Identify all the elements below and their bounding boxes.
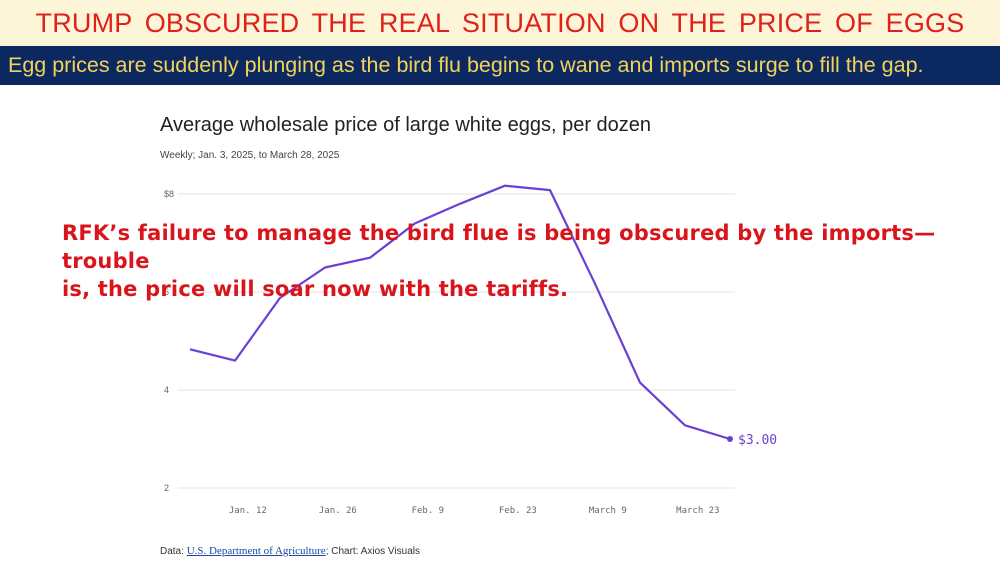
y-tick-label: 2 [164, 483, 169, 493]
data-point [546, 186, 554, 194]
x-tick-label: March 23 [676, 506, 719, 516]
y-tick-label: 4 [164, 385, 169, 395]
x-tick-label: Jan. 12 [229, 506, 267, 516]
end-value-label: $3.00 [738, 433, 777, 448]
data-point [501, 182, 509, 190]
source-prefix: Data: [160, 546, 187, 557]
source-suffix: ; Chart: Axios Visuals [325, 546, 420, 557]
subheadline-banner [0, 46, 1000, 85]
gridlines [178, 193, 735, 489]
annotation-line-1: RFK’s failure to manage the bird flue is… [62, 221, 936, 273]
y-tick-label: $8 [164, 189, 174, 199]
chart-subtitle: Weekly; Jan. 3, 2025, to March 28, 2025 [160, 150, 340, 161]
x-tick-label: March 9 [589, 506, 627, 516]
data-point [456, 200, 464, 208]
source-credit: Data: U.S. Department of Agriculture; Ch… [160, 545, 420, 557]
subheadline: Egg prices are suddenly plunging as the … [8, 53, 924, 77]
y-tick-label: 6 [164, 287, 169, 297]
end-point-marker [727, 436, 733, 442]
headline-banner [0, 0, 1000, 46]
annotation-line-2: is, the price will soar now with the tar… [62, 277, 569, 301]
headline: TRUMP OBSCURED THE REAL SITUATION ON THE… [35, 8, 965, 38]
x-axis-ticks: Jan. 12 Jan. 26 Feb. 9 Feb. 23 March 9 March … [229, 506, 720, 516]
data-point [681, 421, 689, 429]
x-tick-label: Feb. 23 [499, 506, 537, 516]
chart-title: Average wholesale price of large white e… [160, 114, 652, 136]
data-point [186, 345, 194, 353]
price-series-line [189, 184, 731, 441]
annotation-text: RFK’s failure to manage the bird flue is… [62, 219, 962, 303]
data-point [231, 357, 239, 365]
data-point [636, 379, 644, 387]
x-tick-label: Feb. 9 [412, 506, 445, 516]
x-tick-label: Jan. 26 [319, 506, 357, 516]
source-link[interactable]: U.S. Department of Agriculture [186, 545, 326, 557]
y-axis-ticks: $8 6 4 2 [164, 189, 174, 493]
